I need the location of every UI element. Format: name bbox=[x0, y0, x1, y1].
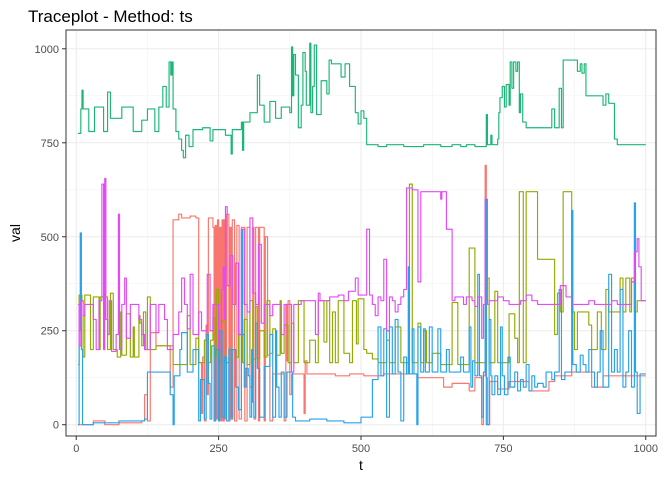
x-axis-label: t bbox=[359, 457, 363, 473]
series-line bbox=[77, 198, 646, 426]
x-tick-label: 750 bbox=[494, 443, 512, 455]
series-line bbox=[77, 177, 646, 373]
y-tick-label: 500 bbox=[41, 232, 59, 244]
series-line bbox=[77, 42, 646, 159]
x-tick-label: 0 bbox=[73, 443, 79, 455]
grid-major-lines bbox=[66, 30, 656, 436]
x-tick-label: 500 bbox=[352, 443, 370, 455]
series-layer bbox=[77, 42, 646, 426]
x-tick-label: 1000 bbox=[634, 443, 658, 455]
x-axis-ticks: 0 250 500 750 1000 bbox=[73, 436, 658, 455]
y-tick-label: 0 bbox=[53, 420, 59, 432]
y-axis-ticks: 0 250 500 750 1000 bbox=[35, 44, 66, 432]
series-line bbox=[77, 183, 646, 366]
y-axis-label: val bbox=[7, 224, 23, 242]
y-tick-label: 250 bbox=[41, 326, 59, 338]
chart-title: Traceplot - Method: ts bbox=[28, 7, 193, 26]
x-tick-label: 250 bbox=[209, 443, 227, 455]
y-tick-label: 750 bbox=[41, 138, 59, 150]
y-tick-label: 1000 bbox=[35, 44, 59, 56]
